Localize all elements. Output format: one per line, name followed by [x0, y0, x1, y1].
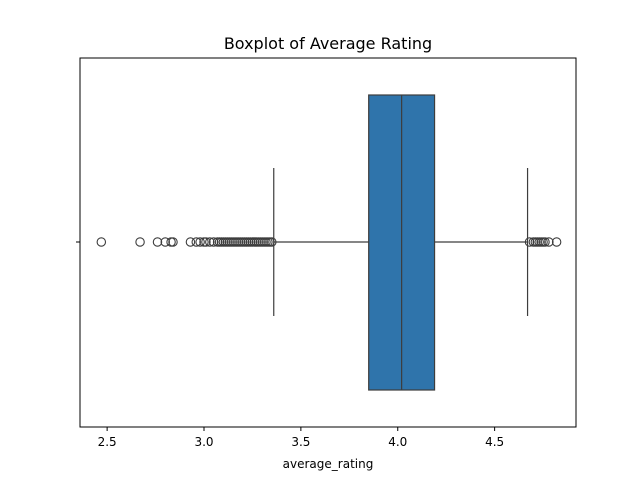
outlier-point [524, 237, 535, 247]
outlier-point [208, 237, 219, 247]
outlier-point [135, 237, 145, 247]
outlier-point [160, 237, 171, 247]
outlier-point [205, 237, 215, 247]
outlier-point [551, 237, 562, 247]
outlier-point [195, 237, 205, 247]
x-axis: 2.5 3.0 3.5 4.0 4.5 [98, 427, 504, 449]
outlier-point [540, 237, 550, 247]
x-tick-label: 3.0 [194, 435, 213, 449]
x-tick-label: 2.5 [98, 435, 117, 449]
outlier-point [191, 237, 202, 247]
outlier-point [96, 237, 107, 247]
plot-area [96, 94, 562, 391]
outlier-point [544, 237, 554, 247]
outlier-point [152, 237, 163, 247]
outlier-point [267, 237, 277, 247]
outlier-point [168, 237, 178, 247]
outlier-point [201, 237, 211, 247]
outlier-point [185, 237, 196, 247]
x-axis-label: average_rating [283, 457, 374, 471]
x-tick-label: 4.5 [485, 435, 504, 449]
chart-title: Boxplot of Average Rating [224, 34, 432, 53]
x-tick-label: 3.5 [291, 435, 310, 449]
x-tick-label: 4.0 [388, 435, 407, 449]
